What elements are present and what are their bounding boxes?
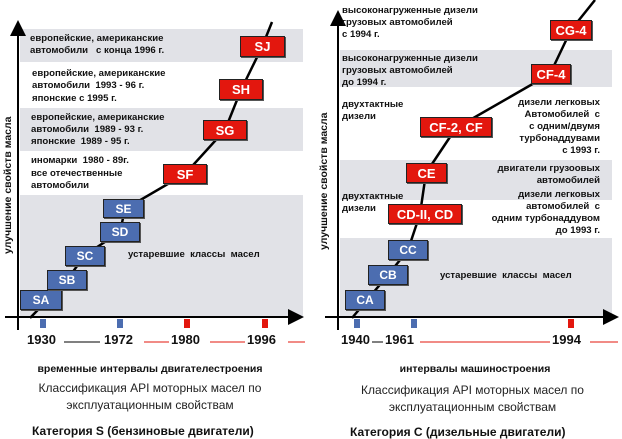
band-text: иномарки 1980 - 89г.: [31, 155, 129, 166]
year-label: 1930: [27, 332, 56, 347]
class-SD: SD: [100, 222, 140, 242]
category-title: Категория C (дизельные двигатели): [350, 425, 566, 439]
class-CD-II-CD: CD-II, CD: [388, 204, 462, 224]
class-CB: CB: [368, 265, 408, 285]
band: [20, 108, 303, 151]
year-marker: [411, 319, 417, 328]
classification-caption: Классификация API моторных масел по эксп…: [38, 381, 262, 412]
class-CF-4: CF-4: [531, 64, 571, 84]
class-SB: SB: [47, 270, 87, 290]
obsolete-label: устаревшие классы масел: [128, 249, 260, 260]
class-SA: SA: [20, 290, 62, 310]
band-text: все отечественные автомобили: [31, 168, 123, 191]
band-text: японские с 1995 г.: [32, 93, 117, 104]
class-SG: SG: [203, 120, 247, 140]
year-marker: [262, 319, 268, 328]
classification-caption: Классификация API моторных масел по эксп…: [361, 383, 584, 414]
class-CC: CC: [388, 240, 428, 260]
year-label: 1961: [385, 332, 414, 347]
year-label: 1996: [247, 332, 276, 347]
class-SH: SH: [219, 79, 263, 100]
year-label: 1940: [341, 332, 370, 347]
class-SC: SC: [65, 246, 105, 266]
category-title: Категория S (бензиновые двигатели): [32, 424, 254, 438]
class-CG-4: CG-4: [550, 20, 592, 40]
band: [340, 160, 612, 200]
year-label: 1994: [552, 332, 581, 347]
class-SJ: SJ: [240, 36, 285, 57]
band-text: дизели легковых Автомобилей с с одним/дв…: [518, 97, 600, 156]
y-axis-label: улучшение свойств масла: [2, 116, 14, 254]
band-text: высоконагруженные дизели грузовых автомо…: [342, 53, 478, 88]
class-SF: SF: [163, 164, 207, 184]
year-marker: [40, 319, 46, 328]
class-CF-2-CF: CF-2, CF: [420, 117, 492, 137]
year-label: 1980: [171, 332, 200, 347]
band-text: высоконагруженные дизели грузовых автомо…: [342, 5, 478, 40]
band-text: европейские, американские автомобили 198…: [31, 112, 165, 147]
year-marker: [117, 319, 123, 328]
year-marker: [354, 319, 360, 328]
class-CA: CA: [345, 290, 385, 310]
band-text: двухтактные дизели: [342, 99, 404, 122]
band-text: дизели легковых автомобилей с одним турб…: [491, 189, 600, 236]
class-CE: CE: [406, 163, 447, 183]
band-text: европейские, американские автомобили с к…: [30, 33, 165, 56]
class-SE: SE: [103, 199, 144, 218]
band-text: европейские, американские автомобили 199…: [32, 68, 166, 91]
x-axis-label: интервалы машиностроения: [399, 363, 551, 375]
year-marker: [568, 319, 574, 328]
x-axis-label: временные интервалы двигателестроения: [37, 363, 263, 375]
obsolete-label: устаревшие классы масел: [440, 270, 572, 281]
year-label: 1972: [104, 332, 133, 347]
y-axis-label: улучшение свойств масла: [318, 112, 330, 250]
year-marker: [184, 319, 190, 328]
band-text: двухтактные дизели: [342, 191, 404, 214]
band-text: двигатели грузоовых автомобилей: [497, 163, 600, 186]
